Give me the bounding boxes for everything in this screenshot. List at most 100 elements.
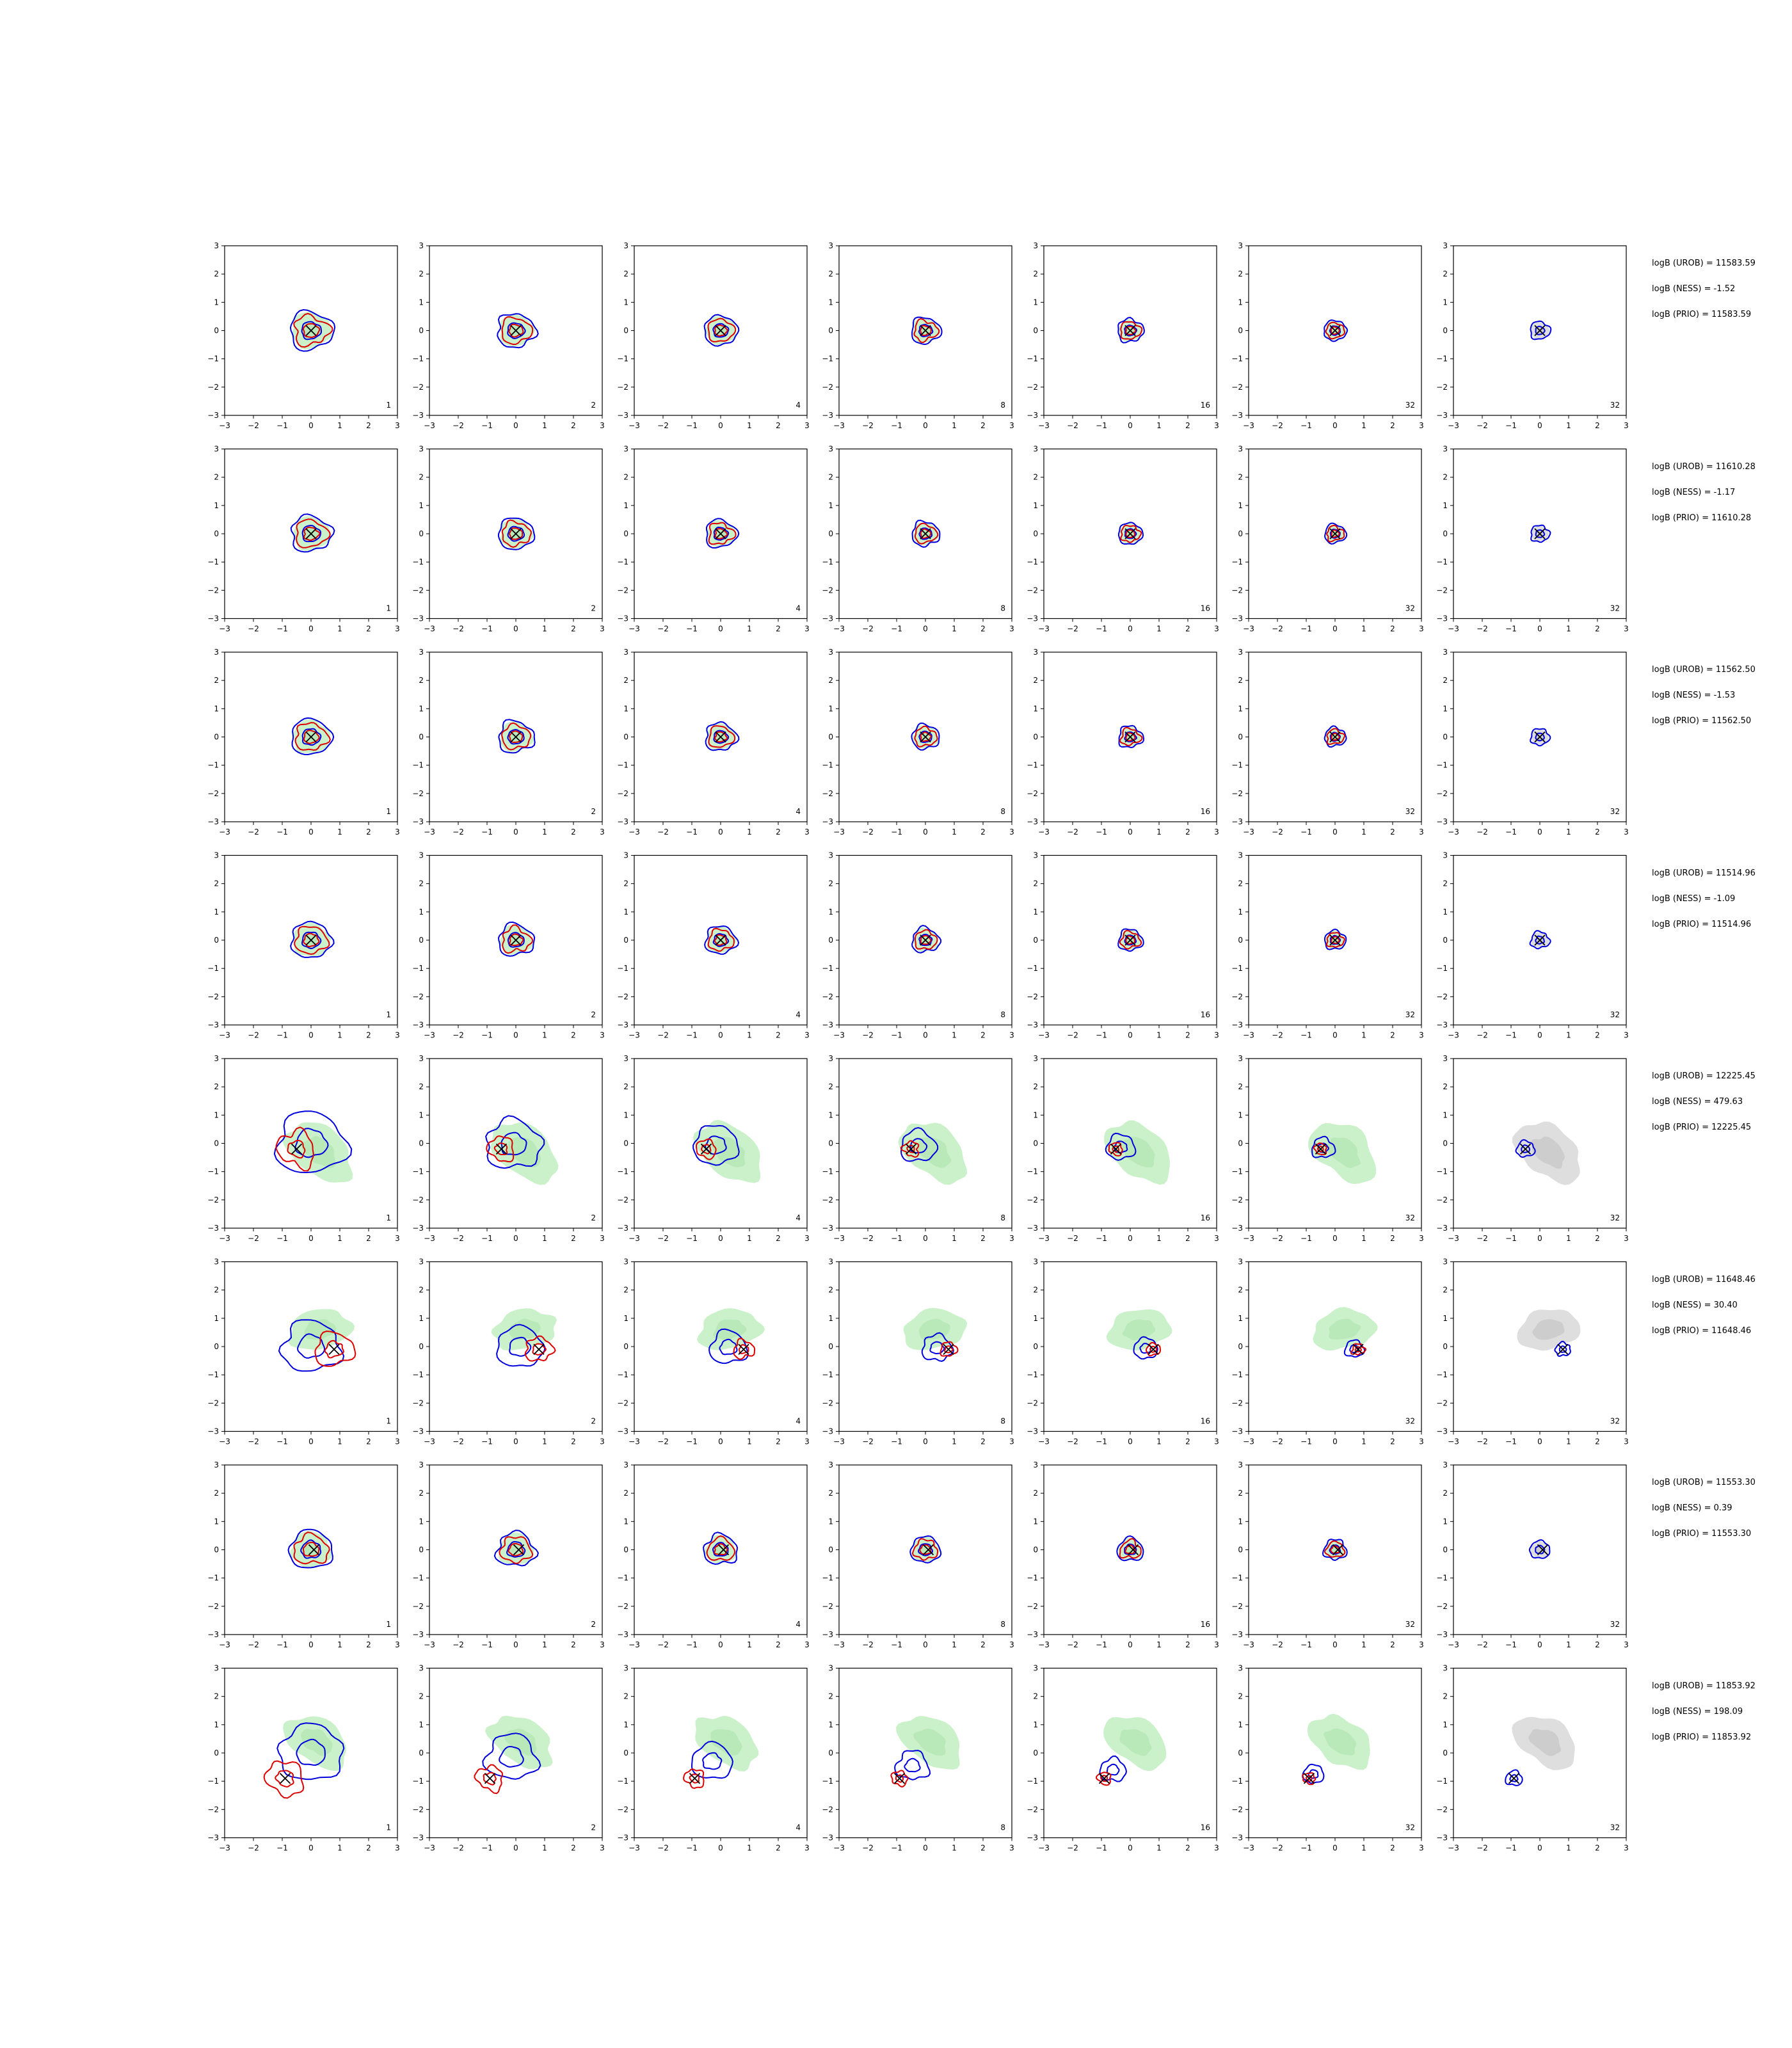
y-tick-label: −2: [412, 586, 424, 595]
y-tick-label: 3: [1033, 1258, 1038, 1267]
inner-contour: [293, 1532, 330, 1565]
panel-label: 1: [386, 1011, 391, 1020]
y-tick-label: 1: [1238, 1720, 1243, 1729]
density-fill-core: [504, 1728, 537, 1756]
panel-label: 4: [796, 807, 801, 816]
x-tick-label: 0: [923, 1031, 928, 1040]
x-tick-label: 2: [776, 1844, 781, 1853]
inner-contour: [890, 1770, 909, 1788]
x-tick-label: −1: [481, 1234, 493, 1243]
subplot: −3−3 −2 −2 −1 −1 0 0 1 1 2 2 3 3 4: [617, 1258, 810, 1446]
true-value-marker: [1534, 731, 1546, 743]
y-tick-label: 0: [1238, 1342, 1243, 1351]
y-tick-label: −2: [1436, 992, 1448, 1001]
y-tick-label: −1: [1027, 1167, 1038, 1176]
y-tick-label: −3: [822, 1834, 833, 1843]
x-tick-label: 1: [542, 828, 547, 836]
y-tick-label: −1: [1436, 1777, 1448, 1786]
y-tick-label: 2: [828, 1692, 833, 1701]
y-tick-label: 3: [1238, 1054, 1243, 1063]
subplot: −3−3 −2 −2 −1 −1 0 0 1 1 2 2 3 3 2: [412, 1460, 605, 1649]
x-tick-label: −1: [686, 625, 698, 634]
x-tick-label: 1: [1361, 1234, 1366, 1243]
y-tick-label: 2: [1033, 269, 1038, 278]
y-tick-label: −1: [1436, 761, 1448, 770]
panel-label: 4: [796, 1417, 801, 1426]
inner-contour: [1095, 1772, 1112, 1786]
x-tick-label: 0: [1537, 1844, 1542, 1853]
y-tick-label: 3: [1443, 648, 1448, 657]
y-tick-label: 0: [214, 1342, 219, 1351]
y-tick-label: −3: [1231, 1224, 1243, 1233]
subplot: −3−3 −2 −2 −1 −1 0 0 1 1 2 2 3 3 32: [1231, 1054, 1424, 1243]
y-tick-label: 1: [1033, 1720, 1038, 1729]
true-value-marker: [510, 324, 522, 337]
x-tick-label: 2: [1185, 1437, 1190, 1446]
y-tick-label: −2: [207, 992, 219, 1001]
y-tick-label: 2: [419, 1082, 424, 1091]
y-tick-label: 3: [214, 1054, 219, 1063]
x-tick-label: −2: [248, 421, 259, 430]
outer-contour: [497, 313, 539, 349]
y-tick-label: 2: [828, 269, 833, 278]
true-value-marker: [533, 1343, 545, 1356]
x-tick-label: −3: [1448, 421, 1459, 430]
outer-contour: [497, 921, 536, 957]
panel-label: 8: [1000, 1620, 1005, 1629]
inner-contour: [911, 1538, 939, 1561]
y-tick-label: −2: [822, 1805, 833, 1814]
x-tick-label: −3: [833, 1437, 845, 1446]
outer-contour: [496, 1324, 546, 1367]
x-tick-label: −1: [686, 1844, 698, 1853]
y-tick-label: 0: [828, 1342, 833, 1351]
true-value-marker: [893, 1773, 906, 1784]
y-tick-label: 0: [1238, 1546, 1243, 1555]
y-tick-label: −3: [1436, 1630, 1448, 1639]
y-tick-label: −1: [822, 1777, 833, 1786]
x-tick-label: 1: [952, 421, 957, 430]
y-tick-label: 0: [1443, 1748, 1448, 1757]
y-tick-label: 1: [214, 704, 219, 713]
y-tick-label: 3: [1238, 1258, 1243, 1267]
x-tick-label: 2: [776, 1437, 781, 1446]
y-tick-label: −3: [412, 614, 424, 623]
x-tick-label: 2: [980, 1234, 986, 1243]
y-tick-label: −1: [822, 761, 833, 770]
panel-label: 1: [386, 807, 391, 816]
y-tick-label: −2: [617, 1398, 628, 1407]
y-tick-label: −2: [1436, 1398, 1448, 1407]
x-tick-label: 3: [395, 1437, 400, 1446]
x-tick-label: 1: [1361, 1031, 1366, 1040]
x-tick-label: 1: [542, 1640, 547, 1649]
x-tick-label: −1: [1096, 828, 1107, 836]
y-tick-label: −1: [1436, 964, 1448, 973]
x-tick-label: 3: [1214, 1844, 1219, 1853]
y-tick-label: −3: [1027, 411, 1038, 420]
y-tick-label: −2: [1231, 1602, 1243, 1611]
panel-label: 2: [591, 1417, 596, 1426]
x-tick-label: 1: [1156, 421, 1162, 430]
outer-contour: [276, 1722, 345, 1780]
outer-contour-inner: [499, 1745, 524, 1768]
y-tick-label: 3: [623, 1664, 628, 1673]
x-tick-label: −3: [219, 625, 230, 634]
stats-line: logB (PRIO) = 11553.30: [1652, 1529, 1752, 1539]
y-tick-label: 3: [1238, 241, 1243, 250]
true-value-marker: [1315, 1143, 1327, 1155]
true-value-marker: [1352, 1343, 1364, 1356]
x-tick-label: 1: [337, 828, 342, 836]
inner-contour: [900, 1140, 920, 1158]
subplot: −3−3 −2 −2 −1 −1 0 0 1 1 2 2 3 3 32: [1231, 445, 1424, 634]
subplot: −3−3 −2 −2 −1 −1 0 0 1 1 2 2 3 3 2: [412, 1664, 605, 1853]
y-tick-label: 2: [419, 1692, 424, 1701]
x-tick-label: 0: [1537, 1234, 1542, 1243]
y-tick-label: 2: [828, 676, 833, 685]
y-tick-label: −2: [1436, 1602, 1448, 1611]
outer-contour: [1105, 1132, 1137, 1161]
outer-contour: [1505, 1769, 1523, 1787]
x-tick-label: −3: [424, 1640, 435, 1649]
y-tick-label: 0: [1443, 1139, 1448, 1148]
x-tick-label: −2: [248, 1437, 259, 1446]
x-tick-label: 3: [1419, 1844, 1424, 1853]
outer-contour: [1530, 728, 1551, 747]
